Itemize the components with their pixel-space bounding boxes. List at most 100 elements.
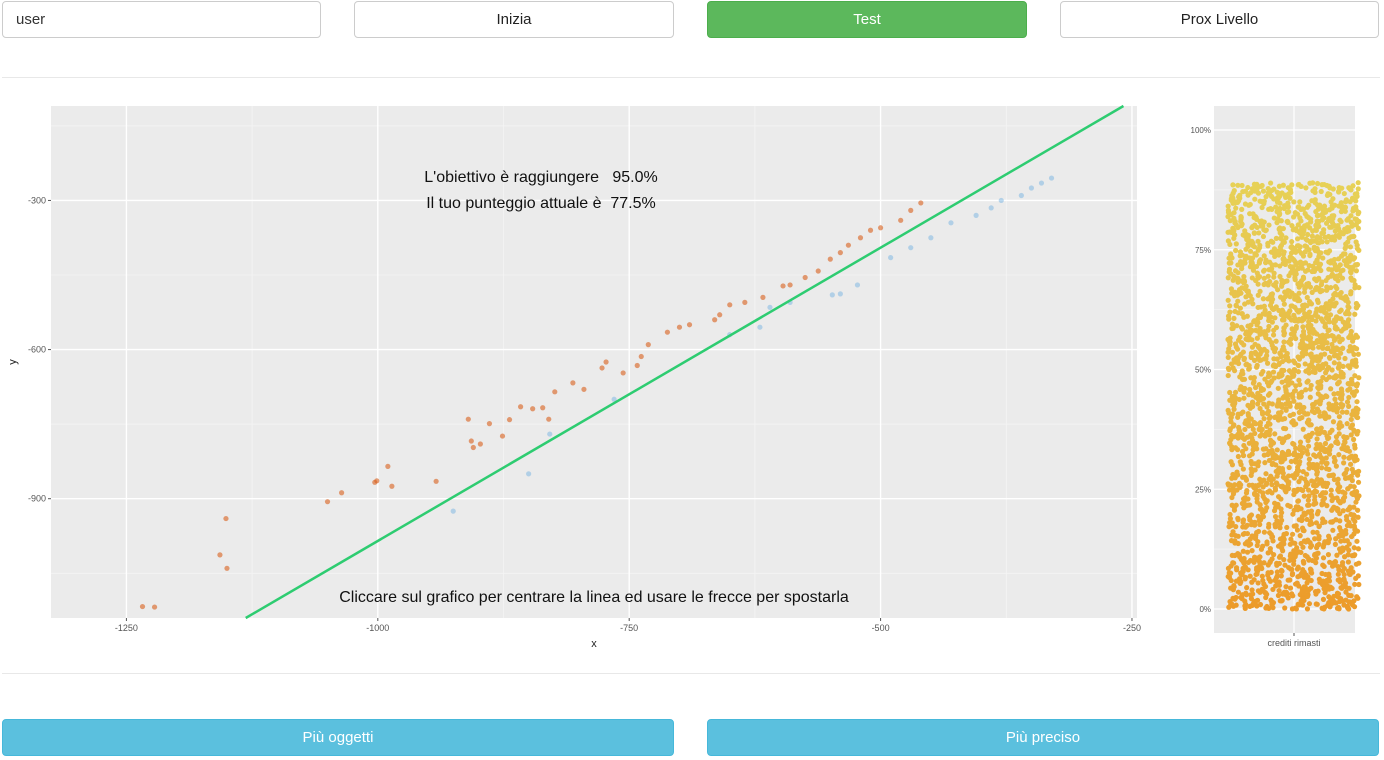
credit-point — [1336, 452, 1342, 458]
credit-point — [1265, 273, 1271, 279]
credit-point — [1242, 301, 1248, 307]
credit-point — [1227, 520, 1233, 526]
credit-point — [1339, 404, 1345, 410]
credit-point — [1263, 194, 1269, 200]
credit-point — [1261, 303, 1267, 309]
score-text: Il tuo punteggio attuale è 77.5% — [426, 195, 656, 212]
credit-point — [1289, 531, 1296, 537]
credit-point — [1228, 271, 1234, 277]
main-scatter-plot[interactable]: -1250 -1000 -750 -500 -250 -300 -600 -900 L'obi… — [0, 90, 1160, 660]
credit-point — [1265, 280, 1271, 286]
credit-point — [1319, 465, 1325, 471]
credit-point — [1257, 257, 1264, 263]
credit-point — [1255, 390, 1261, 396]
credit-point — [1333, 314, 1340, 320]
credit-point — [1275, 385, 1281, 391]
credit-point — [1297, 215, 1303, 221]
credit-point — [1349, 335, 1355, 341]
credit-point — [1334, 552, 1340, 558]
credit-point — [1342, 355, 1348, 362]
point-above — [603, 359, 609, 365]
credit-point — [1241, 273, 1247, 280]
credit-point — [1241, 356, 1247, 363]
credit-point — [1262, 496, 1268, 502]
credit-point — [1246, 482, 1252, 488]
credit-point — [1293, 383, 1299, 389]
credit-point — [1325, 250, 1331, 256]
credit-point — [1313, 446, 1319, 452]
credit-point — [1245, 502, 1251, 508]
credit-point — [1355, 514, 1361, 520]
credit-point — [1332, 318, 1338, 324]
more-precise-button[interactable]: Più preciso — [707, 719, 1379, 756]
credit-point — [1313, 591, 1319, 597]
more-objects-button[interactable]: Più oggetti — [2, 719, 674, 756]
credit-point — [1277, 525, 1283, 531]
credit-point — [1338, 268, 1344, 274]
credit-point — [1276, 587, 1282, 594]
credit-point — [1337, 272, 1343, 278]
credit-point — [1294, 566, 1301, 572]
credit-point — [1325, 364, 1332, 371]
credit-point — [1225, 565, 1232, 571]
credit-point — [1351, 436, 1357, 443]
credit-point — [1279, 379, 1285, 385]
credit-point — [1328, 273, 1334, 279]
credit-point — [1335, 480, 1341, 487]
credit-point — [1285, 204, 1291, 210]
start-button[interactable]: Inizia — [354, 1, 674, 38]
point-below — [988, 205, 994, 211]
credit-point — [1314, 213, 1321, 219]
credit-point — [1291, 452, 1297, 458]
credit-point — [1249, 399, 1256, 405]
credit-point — [1242, 565, 1248, 571]
credit-point — [1306, 309, 1313, 315]
x-tick-label: -1250 — [115, 623, 138, 633]
credit-point — [1304, 231, 1311, 238]
point-below — [888, 255, 894, 261]
plot-panel[interactable] — [51, 106, 1137, 618]
credits-tick-label: 50% — [1195, 366, 1211, 375]
credit-point — [1276, 560, 1282, 567]
credit-point — [1300, 527, 1306, 533]
point-above — [664, 329, 671, 335]
credit-point — [1231, 560, 1237, 566]
credit-point — [1272, 487, 1279, 493]
test-button[interactable]: Test — [707, 1, 1027, 38]
credit-point — [1305, 378, 1311, 384]
credit-point — [1247, 405, 1253, 411]
credit-point — [1268, 314, 1274, 320]
credit-point — [1296, 377, 1302, 383]
credit-point — [1329, 367, 1335, 373]
point-below — [757, 324, 763, 330]
credit-point — [1240, 548, 1246, 554]
credit-point — [1259, 411, 1266, 417]
credit-point — [1321, 410, 1327, 416]
credit-point — [1234, 487, 1240, 493]
username-input[interactable]: user — [2, 1, 321, 38]
credit-point — [1279, 358, 1286, 365]
credit-point — [1349, 381, 1356, 387]
credit-point — [1295, 222, 1301, 228]
credits-tick-label: 25% — [1195, 485, 1211, 494]
credit-point — [1261, 401, 1267, 407]
credit-point — [1250, 301, 1256, 307]
credit-point — [1283, 584, 1289, 590]
credit-point — [1277, 273, 1283, 280]
point-above — [857, 235, 864, 241]
credit-point — [1345, 239, 1351, 245]
next-level-button[interactable]: Prox Livello — [1060, 1, 1379, 38]
credit-point — [1263, 260, 1269, 266]
credit-point — [1339, 598, 1346, 604]
credit-point — [1354, 538, 1360, 544]
credit-point — [1341, 454, 1347, 460]
regression-line[interactable] — [245, 104, 1125, 620]
credit-point — [1294, 402, 1301, 408]
credit-point — [1341, 571, 1347, 578]
target-text: L'obiettivo è raggiungere 95.0% — [424, 169, 657, 186]
credit-point — [1229, 321, 1236, 327]
credit-point — [1294, 527, 1301, 533]
credit-point — [1282, 289, 1288, 295]
credit-point — [1319, 605, 1325, 611]
credit-point — [1340, 345, 1346, 351]
